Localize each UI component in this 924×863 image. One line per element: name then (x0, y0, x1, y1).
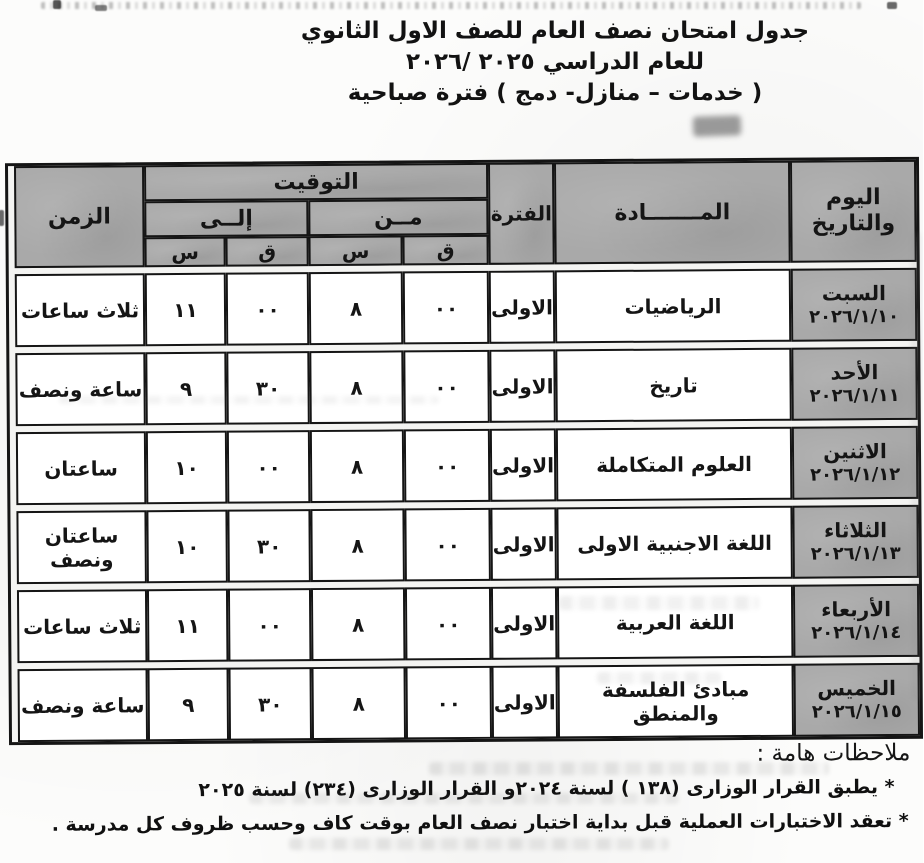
cell-duration: ساعة ونصف (18, 668, 150, 743)
header-from-minutes: ق (403, 234, 490, 266)
table-row: الأربعاء ٢٠٢٦/١/١٤ اللغة العربية الاولى … (12, 583, 921, 664)
header-day-date: اليوم والتاريخ (790, 159, 918, 263)
day-date: ٢٠٢٦/١/١٠ (809, 305, 901, 328)
scan-bleedthrough-mark (560, 596, 760, 610)
cell-to-minutes: ٠٠ (226, 272, 311, 346)
header-from: مــن (309, 198, 490, 237)
cell-day-date: الثلاثاء ٢٠٢٦/١/١٣ (793, 504, 920, 579)
table-row: الاثنين ٢٠٢٦/١/١٢ العلوم المتكاملة الاول… (11, 425, 920, 506)
cell-to-hours: ١١ (145, 272, 228, 347)
table-row: السبت ٢٠٢٦/١/١٠ الرياضيات الاولى ٠٠ ٨ ٠٠… (10, 267, 919, 348)
header-day-date-line1: اليوم (826, 185, 882, 211)
cell-duration: ثلاث ساعات (17, 589, 149, 664)
scan-bleedthrough-mark (290, 838, 670, 850)
cell-from-hours: ٨ (309, 271, 405, 346)
cell-period: الاولى (490, 428, 558, 502)
exam-schedule-table: اليوم والتاريخ المـــــــادة الفترة التو… (5, 156, 924, 746)
header-from-hours: س (309, 235, 404, 267)
table-row: الأحد ٢٠٢٦/١/١١ تاريخ الاولى ٠٠ ٨ ٣٠ ٩ س… (10, 346, 919, 427)
day-name: الأربعاء (822, 596, 893, 622)
cell-from-hours: ٨ (310, 350, 405, 425)
table-row: الثلاثاء ٢٠٢٦/١/١٣ اللغة الاجنبية الاولى… (11, 504, 920, 585)
title-line-2: للعام الدراسي ٢٠٢٥ /٢٠٢٦ (406, 49, 706, 75)
cell-subject: الرياضيات (555, 268, 793, 344)
title-line-1: جدول امتحان نصف العام للصف الاول الثانوي (301, 18, 811, 44)
cell-duration: ساعة ونصف (16, 352, 147, 427)
day-date: ٢٠٢٦/١/١٥ (812, 700, 903, 723)
table-row: الخميس ٢٠٢٦/١/١٥ مبادئ الفلسفة والمنطق ا… (13, 662, 921, 743)
cell-subject: اللغة الاجنبية الاولى (557, 505, 794, 581)
cell-to-hours: ١١ (147, 588, 230, 663)
day-name: الاثنين (824, 438, 888, 463)
scan-bleedthrough-mark (430, 762, 830, 775)
cell-period: الاولى (492, 665, 560, 739)
scan-speck (96, 5, 108, 11)
day-date: ٢٠٢٦/١/١١ (810, 384, 901, 407)
note-item-2: * تعقد الاختبارات العملية قبل بداية اختب… (52, 810, 910, 836)
cell-to-hours: ٩ (148, 667, 231, 742)
cell-day-date: الأحد ٢٠٢٦/١/١١ (792, 346, 919, 421)
cell-to-hours: ١٠ (147, 509, 229, 584)
cell-from-hours: ٨ (312, 666, 408, 741)
cell-day-date: الاثنين ٢٠٢٦/١/١٢ (792, 425, 920, 500)
scan-speck (888, 2, 898, 9)
cell-period: الاولى (491, 507, 558, 581)
cell-period: الاولى (489, 270, 557, 344)
scan-edge-shadow (912, 232, 922, 700)
cell-from-minutes: ٠٠ (404, 428, 492, 503)
cell-period: الاولى (491, 586, 559, 660)
header-duration: الزمن (15, 165, 146, 269)
cell-duration: ساعتان (16, 431, 148, 506)
header-to-minutes: ق (226, 236, 310, 267)
cell-from-minutes: ٠٠ (403, 270, 491, 345)
cell-to-hours: ١٠ (146, 430, 229, 505)
scan-speck (0, 210, 5, 226)
cell-to-minutes: ٣٠ (228, 509, 312, 583)
cell-to-hours: ٩ (146, 351, 228, 426)
header-to-hours: س (145, 236, 227, 268)
cell-from-minutes: ٠٠ (404, 349, 491, 424)
scan-speck (54, 0, 62, 9)
scan-artifact-top-strip (42, 2, 862, 9)
table-header: اليوم والتاريخ المـــــــادة الفترة التو… (9, 159, 918, 269)
scan-bleedthrough-mark (250, 793, 680, 804)
cell-from-minutes: ٠٠ (405, 586, 493, 661)
cell-day-date: الأربعاء ٢٠٢٦/١/١٤ (793, 583, 921, 658)
header-day-date-line2: والتاريخ (812, 210, 897, 237)
cell-to-minutes: ٠٠ (227, 430, 312, 504)
cell-from-hours: ٨ (311, 508, 406, 583)
header-to: إلــى (145, 200, 310, 238)
day-name: الخميس (818, 675, 898, 701)
cell-day-date: الخميس ٢٠٢٦/١/١٥ (794, 662, 921, 737)
scan-smudge (693, 115, 743, 137)
cell-duration: ثلاث ساعات (15, 273, 147, 348)
scan-bleedthrough-mark (598, 672, 722, 684)
day-date: ٢٠٢٦/١/١٤ (812, 621, 903, 644)
day-name: الثلاثاء (824, 517, 889, 542)
cell-subject: تاريخ (556, 347, 793, 423)
day-date: ٢٠٢٦/١/١٢ (811, 463, 902, 486)
day-date: ٢٠٢٦/١/١٣ (811, 542, 902, 565)
day-name: الأحد (831, 359, 880, 384)
cell-to-minutes: ٣٠ (227, 351, 311, 425)
cell-to-minutes: ٣٠ (229, 667, 314, 741)
cell-from-minutes: ٠٠ (406, 665, 494, 740)
table-body: السبت ٢٠٢٦/١/١٠ الرياضيات الاولى ٠٠ ٨ ٠٠… (10, 267, 921, 743)
title-line-3: ( خدمات – منازل- دمج ) فترة صباحية (348, 80, 764, 106)
header-timing: التوقيت (144, 162, 490, 202)
header-subject: المـــــــادة (554, 160, 792, 265)
cell-duration: ساعتان ونصف (17, 510, 148, 585)
cell-from-minutes: ٠٠ (405, 507, 492, 582)
header-period: الفترة (488, 162, 556, 265)
cell-to-minutes: ٠٠ (228, 588, 313, 662)
cell-day-date: السبت ٢٠٢٦/١/١٠ (791, 267, 919, 342)
cell-period: الاولى (490, 349, 557, 423)
cell-from-hours: ٨ (310, 429, 406, 504)
cell-subject: العلوم المتكاملة (556, 426, 794, 502)
cell-from-hours: ٨ (311, 587, 407, 662)
document-title: جدول امتحان نصف العام للصف الاول الثانوي… (200, 16, 912, 109)
day-name: السبت (822, 280, 888, 305)
scan-bleedthrough-mark (60, 396, 440, 404)
